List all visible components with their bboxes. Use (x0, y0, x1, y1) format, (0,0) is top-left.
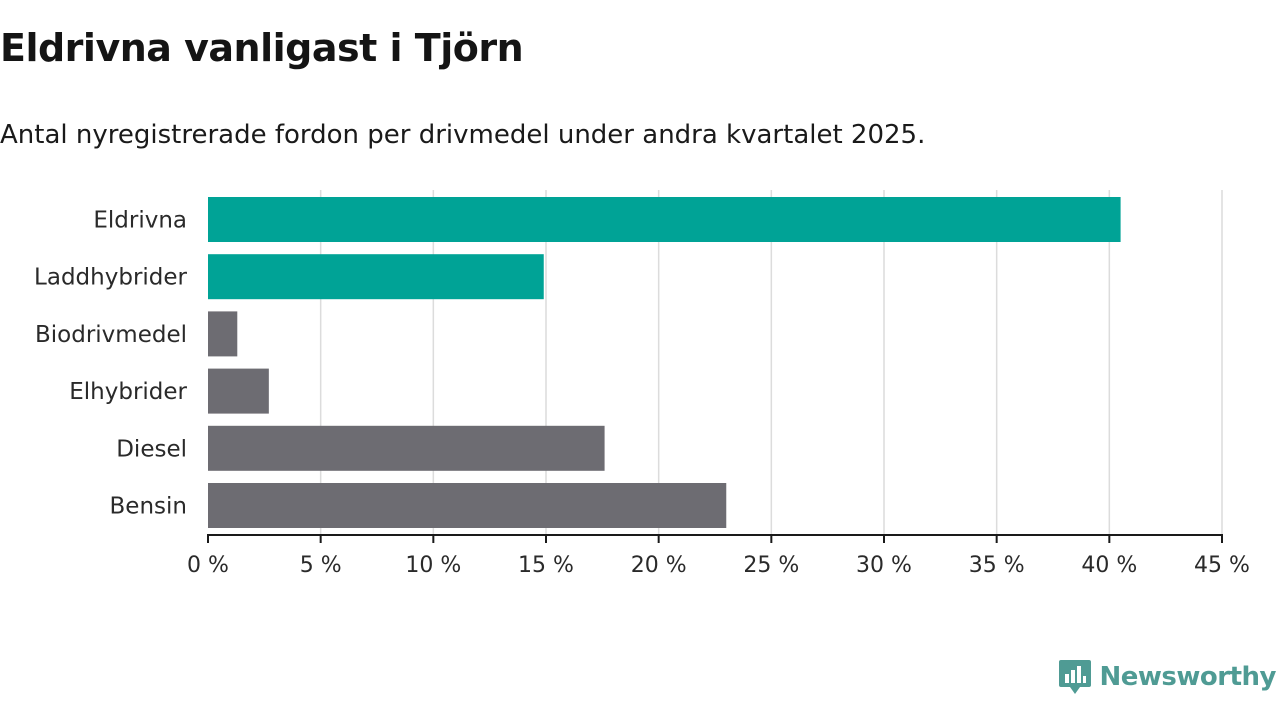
gridlines (319, 190, 1223, 535)
bar-elhybrider (208, 368, 269, 414)
x-tick-label: 45 % (1194, 553, 1250, 578)
category-label: Elhybrider (69, 379, 187, 405)
x-tick-label: 5 % (300, 553, 342, 578)
newsworthy-brand: Newsworthy (1058, 658, 1277, 696)
chart-title: Eldrivna vanligast i Tjörn (0, 26, 524, 70)
bar-biodrivmedel (208, 311, 238, 357)
x-tick-label: 30 % (856, 553, 912, 578)
x-tick-label: 40 % (1081, 553, 1137, 578)
category-label: Diesel (116, 436, 187, 462)
x-tick-label: 0 % (187, 553, 229, 578)
newsworthy-logo-icon (1058, 660, 1091, 694)
chart-subtitle: Antal nyregistrerade fordon per drivmede… (0, 120, 926, 150)
bar-diesel (208, 425, 605, 471)
bar-eldrivna (208, 197, 1121, 242)
bar-laddhybrider (208, 254, 544, 300)
brand-name: Newsworthy (1099, 662, 1277, 692)
category-label: Eldrivna (93, 208, 187, 234)
category-labels: Eldrivna Laddhybrider Biodrivmedel Elhybrid… (34, 208, 187, 520)
bar-bensin (208, 483, 727, 528)
x-tick-label: 35 % (969, 553, 1025, 578)
x-tick-label: 15 % (518, 553, 574, 578)
bars (208, 197, 1121, 528)
category-label: Biodrivmedel (35, 322, 187, 348)
x-axis: 0 % 5 % 10 % 15 % 20 % 25 % 30 % 35 % 40 % 45 % (187, 534, 1250, 578)
category-label: Laddhybrider (34, 265, 187, 291)
x-tick-label: 25 % (743, 553, 799, 578)
x-tick-label: 10 % (405, 553, 461, 578)
x-tick-label: 20 % (631, 553, 687, 578)
category-label: Bensin (110, 494, 187, 520)
